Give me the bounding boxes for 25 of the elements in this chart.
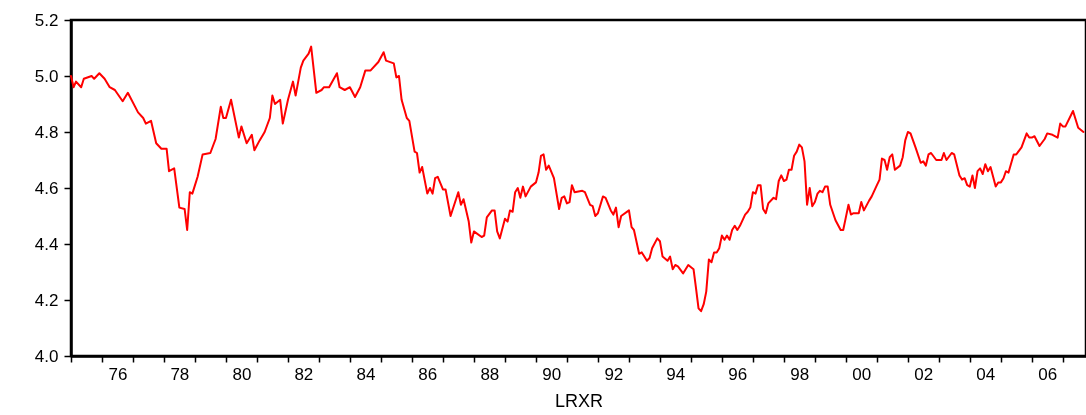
y-tick-label: 4.2 <box>34 290 59 310</box>
x-tick-label: 76 <box>108 364 128 384</box>
x-tick-label: 00 <box>852 364 872 384</box>
y-tick-label: 4.0 <box>34 346 59 366</box>
x-tick-label: 98 <box>790 364 810 384</box>
x-tick-label: 04 <box>976 364 996 384</box>
x-tick-label: 06 <box>1038 364 1058 384</box>
y-tick-label: 4.4 <box>34 234 59 254</box>
x-tick-label: 86 <box>418 364 438 384</box>
x-tick-label: 90 <box>542 364 562 384</box>
x-tick-label: 82 <box>294 364 314 384</box>
x-tick-label: 84 <box>356 364 376 384</box>
y-tick-label: 4.6 <box>34 178 59 198</box>
x-tick-label: 02 <box>914 364 934 384</box>
x-tick-label: 94 <box>666 364 686 384</box>
x-tick-label: 96 <box>728 364 748 384</box>
y-tick-label: 5.2 <box>34 10 59 30</box>
x-tick-label: 80 <box>232 364 252 384</box>
y-tick-label: 5.0 <box>34 66 59 86</box>
y-tick-label: 4.8 <box>34 122 59 142</box>
x-tick-label: 92 <box>604 364 624 384</box>
x-tick-label: 78 <box>170 364 190 384</box>
line-series <box>70 45 1085 313</box>
x-tick-label: 88 <box>480 364 500 384</box>
x-axis-title: LRXR <box>554 390 604 411</box>
